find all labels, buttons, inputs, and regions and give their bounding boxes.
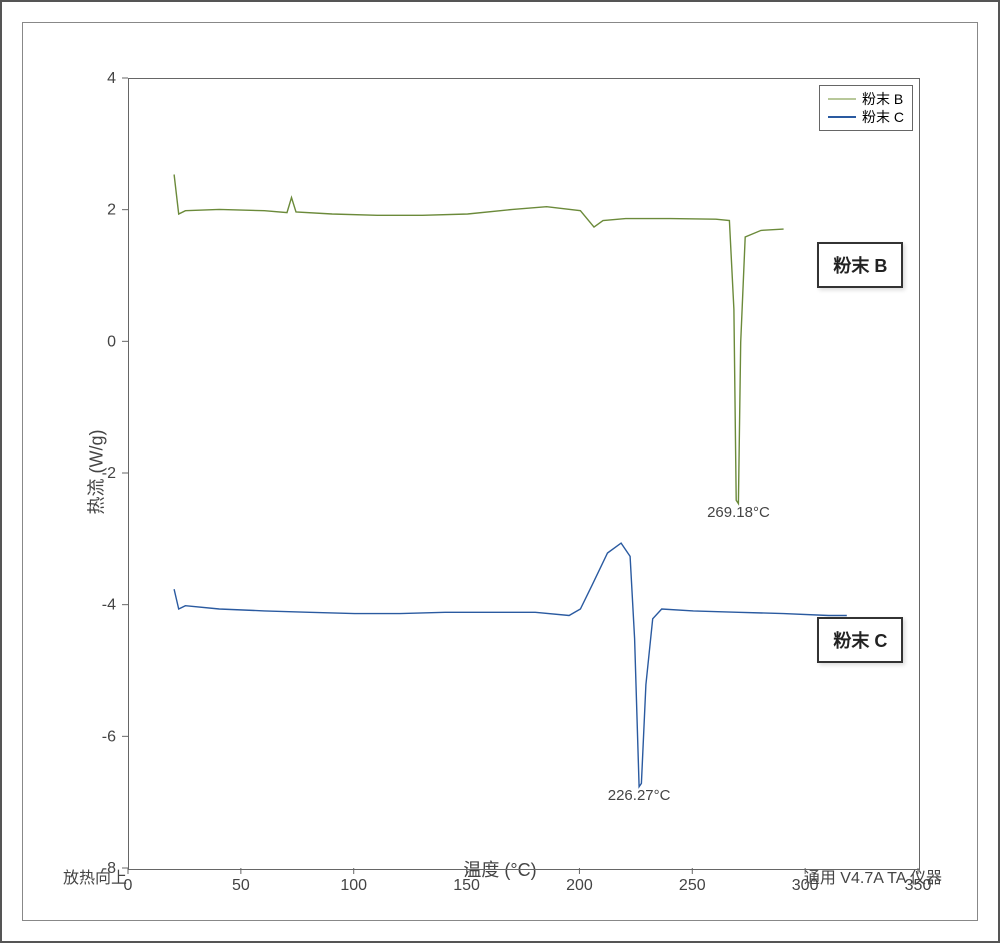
svg-text:4: 4 <box>107 70 116 87</box>
legend-label-c: 粉末 C <box>862 108 904 126</box>
svg-text:250: 250 <box>679 877 706 894</box>
legend-label-b: 粉末 B <box>862 90 903 108</box>
legend-item-c: 粉末 C <box>828 108 904 126</box>
chart-svg: 269.18°C 226.27°C <box>129 79 919 869</box>
legend-swatch-b <box>828 98 856 100</box>
svg-text:2: 2 <box>107 202 116 219</box>
legend-item-b: 粉末 B <box>828 90 904 108</box>
inner-frame: 热流 (W/g) 温度 (°C) 放热向上 通用 V4.7A TA 仪器 269… <box>22 22 978 921</box>
svg-text:-4: -4 <box>102 597 116 614</box>
svg-text:200: 200 <box>566 877 593 894</box>
series-c-callout: 粉末 C <box>817 617 903 663</box>
y-axis-label: 热流 (W/g) <box>83 429 109 514</box>
legend: 粉末 B 粉末 C <box>819 85 913 131</box>
svg-text:0: 0 <box>107 333 116 350</box>
svg-text:100: 100 <box>340 877 367 894</box>
footer-exo-up: 放热向上 <box>63 864 127 888</box>
svg-text:50: 50 <box>232 877 250 894</box>
outer-frame: 热流 (W/g) 温度 (°C) 放热向上 通用 V4.7A TA 仪器 269… <box>0 0 1000 943</box>
plot-area: 269.18°C 226.27°C 粉末 B 粉末 C 粉末 B 粉末 C <box>128 78 920 870</box>
svg-text:-6: -6 <box>102 728 116 745</box>
legend-swatch-c <box>828 116 856 118</box>
series-b-callout: 粉末 B <box>817 242 903 288</box>
svg-text:226.27°C: 226.27°C <box>608 787 671 804</box>
svg-text:269.18°C: 269.18°C <box>707 504 770 521</box>
